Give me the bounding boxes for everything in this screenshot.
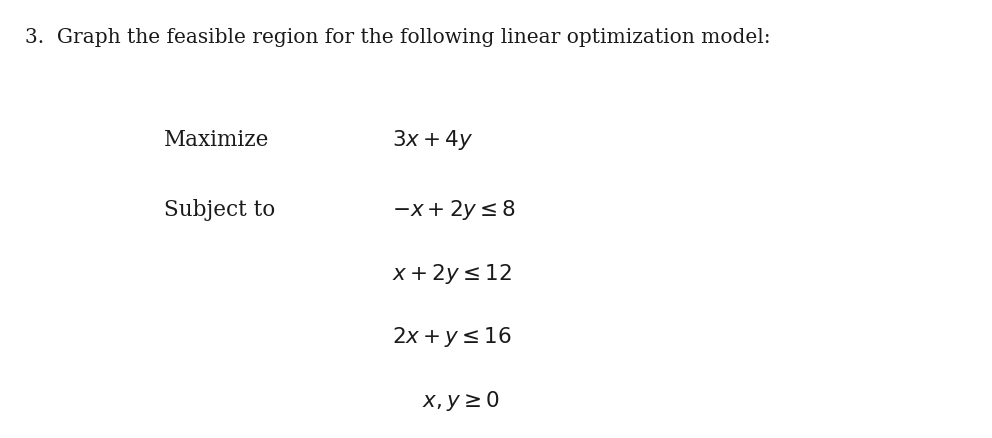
Text: Subject to: Subject to [164, 199, 275, 221]
Text: $x, y \geq 0$: $x, y \geq 0$ [422, 389, 499, 413]
Text: $2x + y \leq 16$: $2x + y \leq 16$ [392, 325, 512, 349]
Text: 3.  Graph the feasible region for the following linear optimization model:: 3. Graph the feasible region for the fol… [25, 28, 771, 47]
Text: $-x + 2y \leq 8$: $-x + 2y \leq 8$ [392, 198, 516, 222]
Text: $x + 2y \leq 12$: $x + 2y \leq 12$ [392, 262, 512, 286]
Text: Maximize: Maximize [164, 129, 269, 151]
Text: $3x + 4y$: $3x + 4y$ [392, 128, 473, 152]
